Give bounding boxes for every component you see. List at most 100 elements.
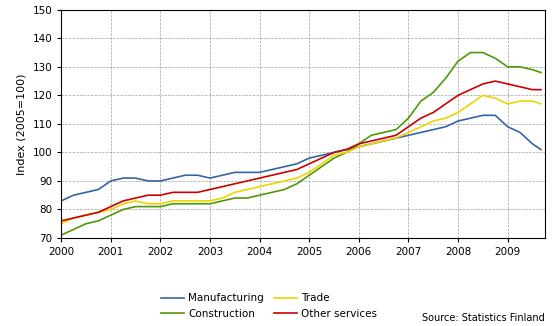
Other services — [393, 133, 399, 137]
Other services — [517, 85, 523, 89]
Line: Trade: Trade — [61, 95, 541, 224]
Trade — [170, 199, 176, 203]
Trade — [331, 153, 337, 157]
Trade — [294, 176, 300, 180]
Construction — [219, 199, 226, 203]
Other services — [170, 190, 176, 194]
Construction — [83, 222, 90, 226]
Manufacturing — [194, 173, 201, 177]
Construction — [170, 202, 176, 206]
Other services — [430, 111, 436, 114]
Manufacturing — [393, 136, 399, 140]
Trade — [517, 99, 523, 103]
Other services — [529, 88, 536, 92]
Manufacturing — [529, 142, 536, 146]
Construction — [244, 196, 251, 200]
Manufacturing — [467, 116, 474, 120]
Manufacturing — [368, 142, 375, 146]
Construction — [479, 51, 486, 54]
Manufacturing — [157, 179, 163, 183]
Manufacturing — [355, 145, 362, 149]
Line: Other services: Other services — [61, 81, 541, 221]
Text: Source: Statistics Finland: Source: Statistics Finland — [422, 313, 545, 323]
Other services — [107, 205, 114, 209]
Other services — [182, 190, 188, 194]
Trade — [194, 199, 201, 203]
Manufacturing — [281, 165, 288, 169]
Construction — [393, 127, 399, 131]
Trade — [207, 199, 214, 203]
Manufacturing — [455, 119, 461, 123]
Trade — [157, 202, 163, 206]
Construction — [538, 70, 544, 74]
Manufacturing — [231, 170, 238, 174]
Construction — [355, 142, 362, 146]
Other services — [244, 179, 251, 183]
Manufacturing — [380, 139, 387, 143]
Manufacturing — [492, 113, 499, 117]
Other services — [479, 82, 486, 86]
Manufacturing — [95, 187, 102, 191]
Other services — [95, 210, 102, 214]
Trade — [405, 130, 412, 134]
Manufacturing — [207, 176, 214, 180]
Other services — [405, 125, 412, 129]
Other services — [120, 199, 127, 203]
Construction — [281, 187, 288, 191]
Other services — [418, 116, 424, 120]
Construction — [443, 76, 449, 80]
Y-axis label: Index (2005=100): Index (2005=100) — [17, 73, 27, 175]
Other services — [467, 88, 474, 92]
Trade — [529, 99, 536, 103]
Other services — [207, 187, 214, 191]
Manufacturing — [479, 113, 486, 117]
Trade — [244, 187, 251, 191]
Trade — [219, 196, 226, 200]
Manufacturing — [294, 162, 300, 166]
Other services — [58, 219, 64, 223]
Construction — [95, 219, 102, 223]
Manufacturing — [318, 153, 325, 157]
Construction — [58, 233, 64, 237]
Manufacturing — [331, 151, 337, 155]
Other services — [538, 88, 544, 92]
Other services — [269, 173, 275, 177]
Construction — [107, 213, 114, 217]
Manufacturing — [443, 125, 449, 129]
Manufacturing — [107, 179, 114, 183]
Trade — [455, 111, 461, 114]
Construction — [455, 59, 461, 63]
Manufacturing — [343, 148, 350, 152]
Trade — [467, 102, 474, 106]
Manufacturing — [538, 148, 544, 152]
Manufacturing — [256, 170, 263, 174]
Other services — [294, 168, 300, 171]
Manufacturing — [504, 125, 511, 129]
Trade — [504, 102, 511, 106]
Construction — [430, 91, 436, 95]
Other services — [331, 151, 337, 155]
Construction — [157, 205, 163, 209]
Trade — [430, 119, 436, 123]
Other services — [157, 193, 163, 197]
Trade — [443, 116, 449, 120]
Legend: Manufacturing, Construction, Trade, Other services: Manufacturing, Construction, Trade, Othe… — [161, 293, 378, 319]
Construction — [380, 130, 387, 134]
Trade — [492, 96, 499, 100]
Trade — [145, 202, 151, 206]
Other services — [256, 176, 263, 180]
Construction — [418, 99, 424, 103]
Other services — [219, 185, 226, 188]
Other services — [306, 162, 312, 166]
Line: Construction: Construction — [61, 52, 541, 235]
Trade — [418, 125, 424, 129]
Manufacturing — [132, 176, 139, 180]
Construction — [331, 156, 337, 160]
Other services — [355, 142, 362, 146]
Trade — [380, 139, 387, 143]
Trade — [393, 136, 399, 140]
Other services — [145, 193, 151, 197]
Trade — [95, 210, 102, 214]
Construction — [145, 205, 151, 209]
Trade — [306, 170, 312, 174]
